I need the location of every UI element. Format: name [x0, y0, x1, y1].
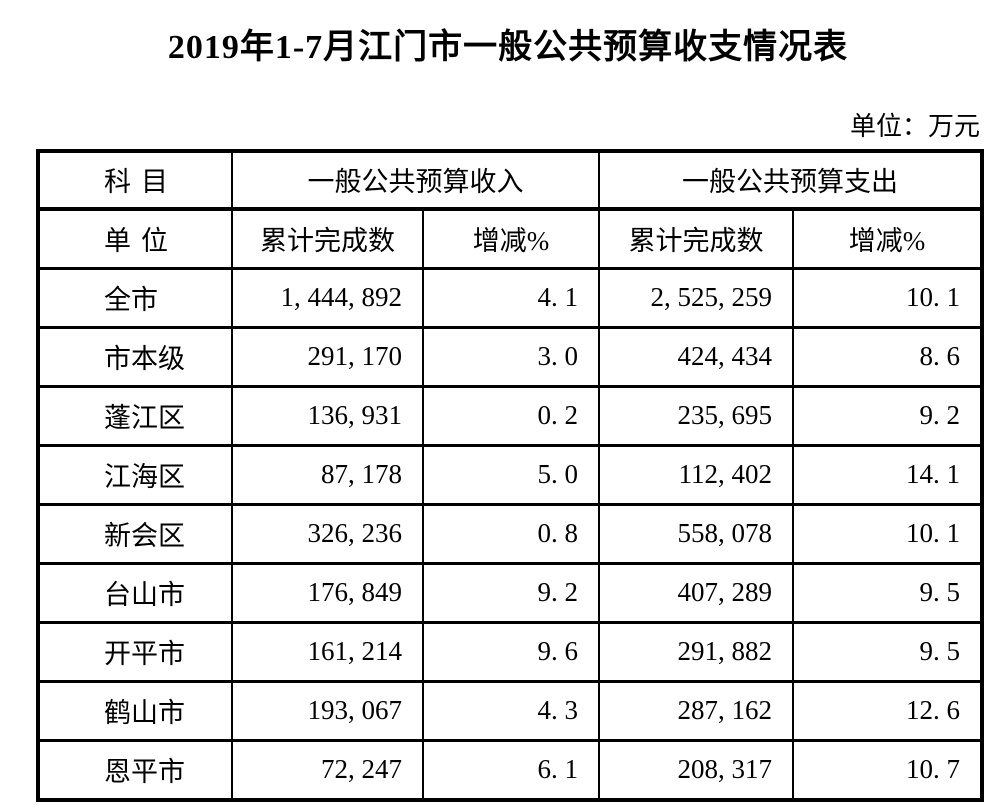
header-group-row: 科目 一般公共预算收入 一般公共预算支出 — [37, 149, 983, 211]
expenditure-change-pct: 9. 5 — [792, 561, 983, 624]
expenditure-change-pct: 10. 1 — [792, 266, 983, 329]
expenditure-change-pct: 9. 2 — [792, 384, 983, 447]
expenditure-cumulative: 112, 402 — [598, 443, 794, 506]
table-row: 新会区 326, 236 0. 8 558, 078 10. 1 — [37, 502, 983, 565]
revenue-cumulative: 291, 170 — [231, 325, 424, 388]
unit-note: 单位：万元 — [849, 111, 980, 141]
region-name: 江海区 — [37, 443, 233, 506]
revenue-change-pct: 6. 1 — [422, 738, 600, 802]
revenue-cumulative: 136, 931 — [231, 384, 424, 447]
expenditure-cumulative: 287, 162 — [598, 679, 794, 742]
header-revenue-group: 一般公共预算收入 — [231, 149, 600, 211]
revenue-cumulative: 326, 236 — [231, 502, 424, 565]
header-sub-row: 单位 累计完成数 增减% 累计完成数 增减% — [37, 207, 983, 270]
region-name: 鹤山市 — [37, 679, 233, 742]
region-name: 全市 — [37, 266, 233, 329]
revenue-cumulative: 72, 247 — [231, 738, 424, 802]
expenditure-cumulative: 235, 695 — [598, 384, 794, 447]
revenue-change-pct: 4. 3 — [422, 679, 600, 742]
expenditure-cumulative: 424, 434 — [598, 325, 794, 388]
table-row: 蓬江区 136, 931 0. 2 235, 695 9. 2 — [37, 384, 983, 447]
expenditure-change-pct: 8. 6 — [792, 325, 983, 388]
expenditure-cumulative: 558, 078 — [598, 502, 794, 565]
region-name: 蓬江区 — [37, 384, 233, 447]
budget-table: 科目 一般公共预算收入 一般公共预算支出 单位 累计完成数 增减% 累计完成数 … — [36, 148, 984, 802]
revenue-cumulative: 87, 178 — [231, 443, 424, 506]
revenue-change-pct: 5. 0 — [422, 443, 600, 506]
expenditure-change-pct: 10. 1 — [792, 502, 983, 565]
header-unit: 单位 — [37, 207, 233, 270]
header-revenue-change: 增减% — [422, 207, 600, 270]
region-name: 市本级 — [37, 325, 233, 388]
expenditure-change-pct: 9. 5 — [792, 620, 983, 683]
expenditure-change-pct: 14. 1 — [792, 443, 983, 506]
revenue-change-pct: 9. 2 — [422, 561, 600, 624]
revenue-cumulative: 161, 214 — [231, 620, 424, 683]
page-title: 2019年1-7月江门市一般公共预算收支情况表 — [167, 29, 849, 66]
table-row: 台山市 176, 849 9. 2 407, 289 9. 5 — [37, 561, 983, 624]
region-name: 开平市 — [37, 620, 233, 683]
region-name: 台山市 — [37, 561, 233, 624]
expenditure-cumulative: 2, 525, 259 — [598, 266, 794, 329]
region-name: 恩平市 — [37, 738, 233, 802]
table-row: 市本级 291, 170 3. 0 424, 434 8. 6 — [37, 325, 983, 388]
revenue-change-pct: 0. 8 — [422, 502, 600, 565]
expenditure-change-pct: 12. 6 — [792, 679, 983, 742]
header-revenue-cumulative: 累计完成数 — [231, 207, 424, 270]
table-row: 开平市 161, 214 9. 6 291, 882 9. 5 — [37, 620, 983, 683]
table-row: 江海区 87, 178 5. 0 112, 402 14. 1 — [37, 443, 983, 506]
revenue-cumulative: 176, 849 — [231, 561, 424, 624]
table-row: 鹤山市 193, 067 4. 3 287, 162 12. 6 — [37, 679, 983, 742]
revenue-change-pct: 0. 2 — [422, 384, 600, 447]
revenue-cumulative: 1, 444, 892 — [231, 266, 424, 329]
expenditure-cumulative: 407, 289 — [598, 561, 794, 624]
expenditure-cumulative: 291, 882 — [598, 620, 794, 683]
revenue-change-pct: 3. 0 — [422, 325, 600, 388]
header-expenditure-group: 一般公共预算支出 — [598, 149, 983, 211]
expenditure-cumulative: 208, 317 — [598, 738, 794, 802]
header-subject: 科目 — [37, 149, 233, 211]
header-expenditure-change: 增减% — [792, 207, 983, 270]
table-row: 全市 1, 444, 892 4. 1 2, 525, 259 10. 1 — [37, 266, 983, 329]
expenditure-change-pct: 10. 7 — [792, 738, 983, 802]
header-expenditure-cumulative: 累计完成数 — [598, 207, 794, 270]
revenue-cumulative: 193, 067 — [231, 679, 424, 742]
revenue-change-pct: 4. 1 — [422, 266, 600, 329]
region-name: 新会区 — [37, 502, 233, 565]
table-row: 恩平市 72, 247 6. 1 208, 317 10. 7 — [37, 738, 983, 802]
revenue-change-pct: 9. 6 — [422, 620, 600, 683]
